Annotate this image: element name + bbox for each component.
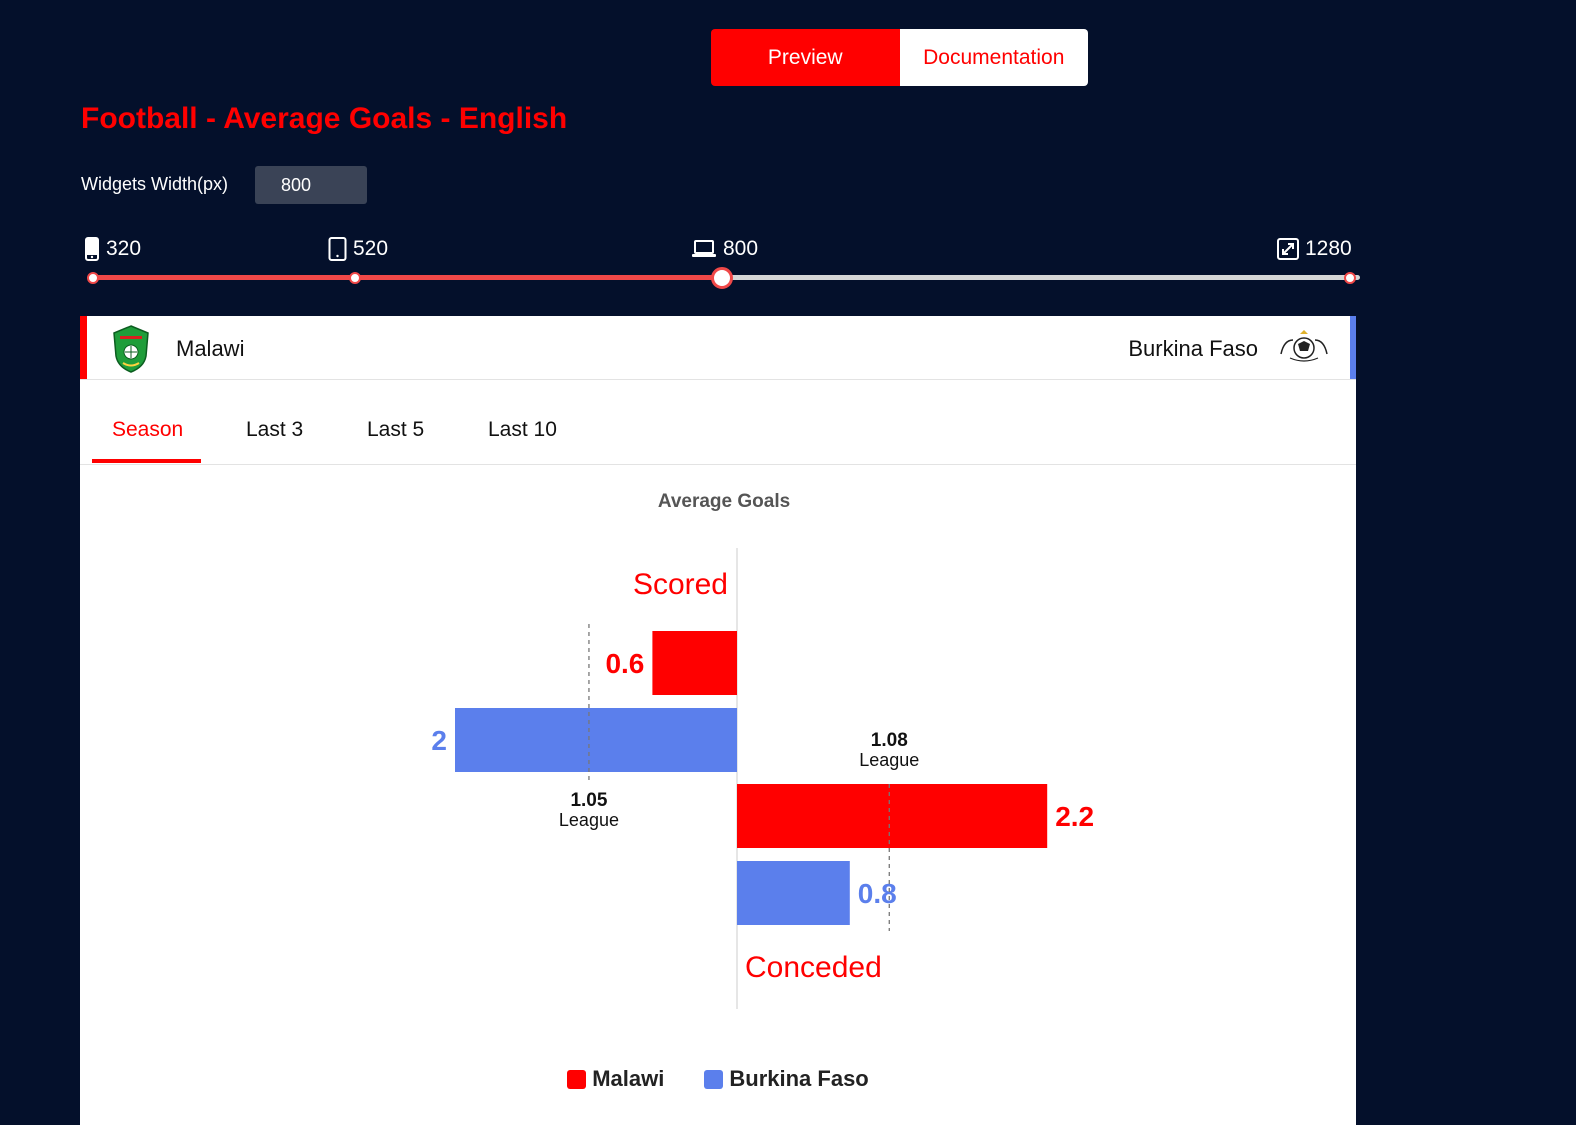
legend-swatch-away: [704, 1069, 724, 1089]
page-title: Football - Average Goals - English: [81, 102, 568, 135]
chart-legend: Malawi Burkina Faso: [80, 1066, 1356, 1092]
average-goals-widget: Malawi Burkina Faso Season Last 3 Last 5…: [80, 316, 1356, 1125]
active-tab-indicator: [92, 459, 201, 463]
bar-value-label: 0.6: [605, 648, 644, 679]
legend-swatch-home: [567, 1069, 587, 1089]
chart-title: Average Goals: [658, 491, 790, 512]
breakpoint-520[interactable]: 520: [328, 237, 388, 261]
slider-stop-520[interactable]: [348, 272, 361, 284]
bar-value-label: 2: [431, 725, 447, 756]
malawi-crest-icon: [113, 325, 149, 373]
team-header: Malawi Burkina Faso: [80, 316, 1356, 380]
tab-last-10[interactable]: Last 10: [488, 418, 557, 441]
bar-scored-1: [455, 708, 737, 772]
bar-conceded-1: [737, 861, 850, 925]
widgets-width-input[interactable]: [255, 166, 367, 204]
league-average-label: League: [559, 810, 619, 830]
bar-value-label: 2.2: [1055, 801, 1094, 832]
average-goals-chart: Average GoalsScored0.621.05LeagueConcede…: [431, 491, 1094, 1009]
tab-season[interactable]: Season: [112, 418, 184, 441]
league-average-value: 1.05: [570, 790, 607, 811]
away-team-name: Burkina Faso: [1128, 336, 1258, 361]
top-nav: Preview Documentation: [711, 29, 1088, 86]
laptop-icon: [692, 240, 716, 257]
breakpoint-1280[interactable]: 1280: [1277, 237, 1352, 261]
group-label-scored: Scored: [633, 568, 728, 601]
bar-conceded-0: [737, 784, 1048, 848]
breakpoint-label: 800: [723, 237, 759, 260]
breakpoint-320[interactable]: 320: [84, 237, 141, 261]
legend-label-home: Malawi: [592, 1066, 665, 1091]
slider-stop-320[interactable]: [87, 272, 99, 284]
bar-scored-0: [652, 631, 737, 695]
breakpoint-800[interactable]: 800: [691, 237, 758, 261]
breakpoint-label: 1280: [1305, 237, 1352, 260]
preview-button[interactable]: Preview: [711, 29, 900, 86]
legend-item-home[interactable]: Malawi: [567, 1066, 664, 1092]
breakpoint-label: 520: [353, 237, 389, 260]
league-average-label: League: [859, 750, 919, 770]
documentation-button[interactable]: Documentation: [899, 29, 1088, 86]
slider-track-fill: [93, 275, 722, 280]
burkina-faso-crest-icon: [1280, 330, 1328, 362]
tab-last-5[interactable]: Last 5: [367, 418, 425, 441]
home-team-color-stripe: [80, 316, 87, 379]
slider-stop-1280[interactable]: [1344, 272, 1356, 284]
phone-icon: [85, 237, 99, 261]
group-label-conceded: Conceded: [745, 951, 882, 984]
fullscreen-icon: [1277, 238, 1299, 260]
widgets-width-label: Widgets Width(px): [81, 174, 229, 194]
bar-value-label: 0.8: [858, 878, 897, 909]
legend-item-away[interactable]: Burkina Faso: [704, 1066, 869, 1092]
home-team-name: Malawi: [176, 336, 245, 361]
league-average-value: 1.08: [871, 730, 908, 751]
tab-last-3[interactable]: Last 3: [246, 418, 304, 441]
tablet-icon: [328, 237, 347, 261]
period-tabs: Season Last 3 Last 5 Last 10: [80, 380, 1356, 465]
away-team-color-stripe: [1350, 316, 1356, 379]
breakpoint-label: 320: [106, 237, 142, 260]
legend-label-away: Burkina Faso: [729, 1066, 869, 1091]
slider-handle[interactable]: [710, 267, 733, 289]
width-slider[interactable]: [87, 267, 1360, 289]
